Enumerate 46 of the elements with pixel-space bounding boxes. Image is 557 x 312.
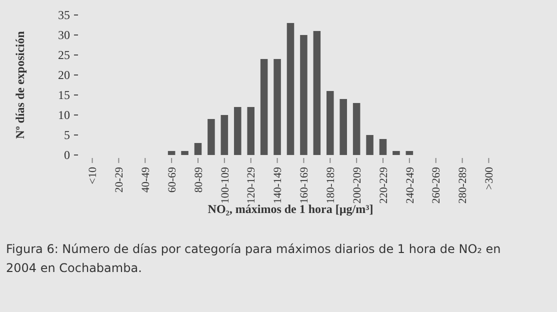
y-tick-label: 20	[58, 68, 70, 82]
y-tick-label: 0	[64, 148, 70, 162]
x-tick-label: 40-49	[140, 166, 152, 193]
x-tick-label: 280-289	[457, 166, 470, 204]
y-tick-label: 5	[64, 128, 70, 142]
bar	[379, 139, 387, 155]
x-tick-label: 20-29	[114, 166, 126, 193]
y-tick-label: 30	[58, 28, 70, 42]
x-tick-label: 160-169	[298, 166, 311, 204]
x-axis-title: NO₂, máximos de 1 hora [µg/m³]	[208, 202, 374, 216]
x-tick-label: 120-129	[246, 166, 258, 204]
bar	[194, 143, 202, 155]
bar	[300, 35, 308, 155]
bar	[340, 99, 347, 155]
x-tick-label: 220-229	[378, 166, 390, 204]
bar	[181, 151, 188, 155]
x-tick-label: 260-269	[430, 166, 443, 204]
x-tick-label: <10	[87, 166, 100, 184]
y-tick-label: 25	[58, 48, 70, 62]
y-tick-label: 35	[58, 8, 70, 22]
bar	[313, 31, 321, 155]
bar	[326, 91, 334, 155]
x-tick-label: 180-189	[324, 166, 337, 204]
x-tick-label: 80-89	[192, 166, 205, 193]
bar	[220, 115, 228, 155]
x-tick-label: 240-249	[404, 166, 416, 204]
bar	[366, 135, 374, 155]
y-tick-label: 10	[58, 108, 70, 122]
bar	[247, 107, 254, 155]
x-tick-label: 140-149	[272, 166, 284, 204]
bar	[260, 59, 268, 155]
x-tick-label: 60-69	[166, 166, 178, 193]
bar	[274, 59, 281, 155]
x-tick-label: >300	[484, 166, 496, 190]
bar	[286, 23, 294, 155]
bar	[392, 151, 400, 155]
y-axis-title: Nº días de exposición	[13, 30, 27, 139]
bar	[208, 119, 215, 155]
bar	[234, 107, 242, 155]
bar	[168, 151, 176, 155]
bar	[352, 103, 360, 155]
x-tick-label: 100-109	[219, 166, 232, 204]
text: Figura 6: Número de días por categoría para máximos diarios de 1 hora de NO₂ en 2004 en Cochabamba.	[6, 242, 501, 275]
x-tick-label: 200-209	[351, 166, 364, 204]
bar	[406, 151, 414, 155]
y-tick-label: 15	[58, 88, 70, 102]
